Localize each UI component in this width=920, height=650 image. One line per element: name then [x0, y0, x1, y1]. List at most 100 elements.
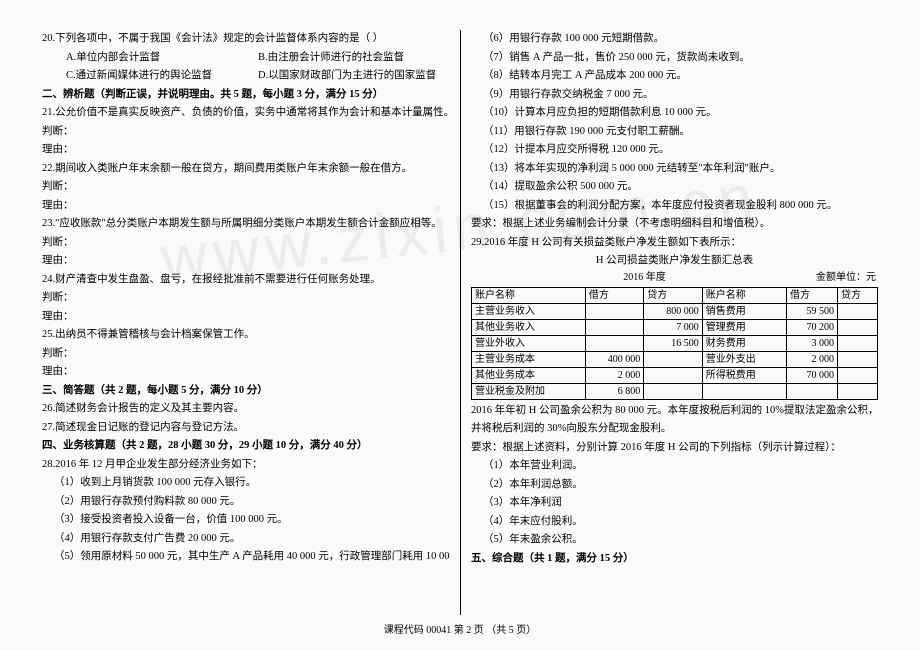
- q29-item-4: （4）年末应付股利。: [471, 513, 878, 532]
- q29-item-2: （2）本年利润总额。: [471, 476, 878, 495]
- q21-judge: 判断：: [42, 123, 450, 142]
- q25-judge: 判断：: [42, 345, 450, 364]
- q23-judge: 判断：: [42, 234, 450, 253]
- q28-item-4: （4）用银行存款支付广告费 20 000 元。: [42, 530, 450, 549]
- right-column: （6）用银行存款 100 000 元短期借款。 （7）销售 A 产品一批，售价 …: [460, 30, 882, 615]
- table-row: 主营业务成本400 000 营业外支出2 000: [472, 351, 878, 367]
- q29-text-1: 2016 年年初 H 公司盈余公积为 80 000 元。本年度按税后利润的 10…: [471, 402, 878, 421]
- q29: 29.2016 年度 H 公司有关损益类账户净发生额如下表所示：: [471, 234, 878, 253]
- table-cell: [585, 303, 643, 319]
- q20: 20.下列各项中，不属于我国《会计法》规定的会计监督体系内容的是（ ）: [42, 30, 450, 49]
- table-cell: [838, 367, 878, 383]
- table-row: 主营业务收入 800 000销售费用59 500: [472, 303, 878, 319]
- section-2-heading: 二、辨析题（判断正误，并说明理由。共 5 题，每小题 3 分，满分 15 分）: [42, 86, 450, 105]
- table-cell: 营业外支出: [702, 351, 786, 367]
- q20-choice-c: C.通过新闻媒体进行的舆论监督: [66, 67, 258, 86]
- table-cell: 6 800: [585, 383, 643, 399]
- table-year: 2016 年度: [473, 271, 816, 285]
- section-3-heading: 三、简答题（共 2 题，每小题 5 分，满分 10 分）: [42, 382, 450, 401]
- table-cell: 其他业务成本: [472, 367, 586, 383]
- table-cell: [838, 303, 878, 319]
- table-row: 营业税金及附加6 800: [472, 383, 878, 399]
- table-subheader: 2016 年度 金额单位：元: [471, 271, 878, 285]
- col-acct2: 账户名称: [702, 287, 786, 303]
- q20-choice-a: A.单位内部会计监督: [66, 49, 258, 68]
- left-column: 20.下列各项中，不属于我国《会计法》规定的会计监督体系内容的是（ ） A.单位…: [38, 30, 460, 615]
- table-cell: 所得税费用: [702, 367, 786, 383]
- q28-item-7: （7）销售 A 产品一批，售价 250 000 元，货款尚未收到。: [471, 49, 878, 68]
- q20-choice-d: D.以国家财政部门为主进行的国家监督: [258, 67, 450, 86]
- q28-item-5: （5）领用原材料 50 000 元，其中生产 A 产品耗用 40 000 元，行…: [42, 548, 450, 567]
- table-cell: 70 200: [787, 319, 838, 335]
- table-cell: 主营业务收入: [472, 303, 586, 319]
- two-column-layout: 20.下列各项中，不属于我国《会计法》规定的会计监督体系内容的是（ ） A.单位…: [38, 30, 882, 615]
- q29-text-2: 并将税后利润的 30%向股东分配现金股利。: [471, 420, 878, 439]
- q20-choice-b: B.由注册会计师进行的社会监督: [258, 49, 450, 68]
- table-cell: [585, 335, 643, 351]
- q22: 22.期间收入类账户年末余额一般在贷方，期间费用类账户年末余额一般在借方。: [42, 160, 450, 179]
- q25: 25.出纳员不得兼管稽核与会计档案保管工作。: [42, 326, 450, 345]
- table-cell: 其他业务收入: [472, 319, 586, 335]
- page-footer: 课程代码 00041 第 2 页 （共 5 页）: [38, 615, 882, 636]
- q23-reason: 理由：: [42, 252, 450, 271]
- q28: 28.2016 年 12 月甲企业发生部分经济业务如下：: [42, 456, 450, 475]
- table-cell: [838, 319, 878, 335]
- q20-choices-line1: A.单位内部会计监督 B.由注册会计师进行的社会监督: [42, 49, 450, 68]
- q29-item-3: （3）本年净利润: [471, 494, 878, 513]
- q28-item-12: （12）计提本月应交所得税 120 000 元。: [471, 141, 878, 160]
- q24-reason: 理由：: [42, 308, 450, 327]
- table-cell: 营业税金及附加: [472, 383, 586, 399]
- table-cell: [644, 367, 702, 383]
- q28-item-9: （9）用银行存款交纳税金 7 000 元。: [471, 86, 878, 105]
- q29-item-1: （1）本年营业利润。: [471, 457, 878, 476]
- profit-loss-table: 账户名称 借方 贷方 账户名称 借方 贷方 主营业务收入 800 000销售费用5…: [471, 287, 878, 400]
- q28-item-14: （14）提取盈余公积 500 000 元。: [471, 178, 878, 197]
- table-body: 主营业务收入800 000销售费用59 500其他业务收入7 000管理费用70…: [472, 303, 878, 399]
- q24: 24.财产清查中发生盘盈、盘亏，在报经批准前不需要进行任何账务处理。: [42, 271, 450, 290]
- col-acct1: 账户名称: [472, 287, 586, 303]
- q25-reason: 理由：: [42, 363, 450, 382]
- table-cell: [644, 351, 702, 367]
- q22-reason: 理由：: [42, 197, 450, 216]
- q22-judge: 判断：: [42, 178, 450, 197]
- section-4-heading: 四、业务核算题（共 2 题，28 小题 30 分，29 小题 10 分，满分 4…: [42, 437, 450, 456]
- table-cell: 3 000: [787, 335, 838, 351]
- q28-item-8: （8）结转本月完工 A 产品成本 200 000 元。: [471, 67, 878, 86]
- q28-item-15: （15）根据董事会的利润分配方案，本年度应付投资者现金股利 800 000 元。: [471, 197, 878, 216]
- q24-judge: 判断：: [42, 289, 450, 308]
- q29-item-5: （5）年末盈余公积。: [471, 531, 878, 550]
- table-cell: 主营业务成本: [472, 351, 586, 367]
- table-cell: [838, 351, 878, 367]
- table-cell: 2 000: [585, 367, 643, 383]
- q26: 26.简述财务会计报告的定义及其主要内容。: [42, 400, 450, 419]
- table-cell: [585, 319, 643, 335]
- table-cell: [702, 383, 786, 399]
- q28-item-3: （3）接受投资者投入设备一台，价值 100 000 元。: [42, 511, 450, 530]
- table-row: 其他业务成本2 000所得税费用70 000: [472, 367, 878, 383]
- table-cell: 59 500: [787, 303, 838, 319]
- table-cell: 400 000: [585, 351, 643, 367]
- table-cell: 16 500: [644, 335, 702, 351]
- q23: 23."应收账款"总分类账户本期发生额与所属明细分类账户本期发生额合计金额应相等…: [42, 215, 450, 234]
- q27: 27.简述现金日记账的登记内容与登记方法。: [42, 419, 450, 438]
- q28-item-1: （1）收到上月销货款 100 000 元存入银行。: [42, 474, 450, 493]
- q28-item-6: （6）用银行存款 100 000 元短期借款。: [471, 30, 878, 49]
- table-cell: [787, 383, 838, 399]
- q21: 21.公允价值不是真实反映资产、负债的价值，实务中通常将其作为会计和基本计量属性…: [42, 104, 450, 123]
- table-cell: [838, 335, 878, 351]
- q29-requirement: 要求：根据上述资料，分别计算 2016 年度 H 公司的下列指标（列示计算过程）…: [471, 439, 878, 458]
- table-head-row: 账户名称 借方 贷方 账户名称 借方 贷方: [472, 287, 878, 303]
- col-debit2: 借方: [787, 287, 838, 303]
- table-cell: [838, 383, 878, 399]
- q21-reason: 理由：: [42, 141, 450, 160]
- table-cell: [644, 383, 702, 399]
- table-cell: 销售费用: [702, 303, 786, 319]
- table-cell: 财务费用: [702, 335, 786, 351]
- table-cell: 800 000: [644, 303, 702, 319]
- q28-item-10: （10）计算本月应负担的短期借款利息 10 000 元。: [471, 104, 878, 123]
- table-cell: 管理费用: [702, 319, 786, 335]
- table-row: 营业外收入16 500财务费用3 000: [472, 335, 878, 351]
- table-cell: 2 000: [787, 351, 838, 367]
- q28-item-11: （11）用银行存款 190 000 元支付职工薪酬。: [471, 123, 878, 142]
- table-unit: 金额单位：元: [816, 271, 876, 285]
